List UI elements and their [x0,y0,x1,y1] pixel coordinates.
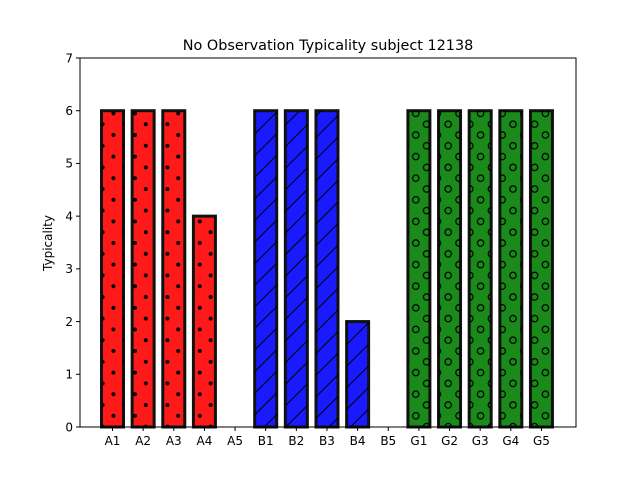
y-axis-label: Typicality [41,215,55,272]
bar-hatch-A2 [132,110,155,427]
bar-hatch-G3 [469,110,492,427]
x-tick-label: G1 [410,434,427,448]
bar-hatch-G4 [499,110,522,427]
x-tick-label: G5 [533,434,550,448]
x-tick-label: B3 [319,434,335,448]
x-tick-label: A1 [105,434,121,448]
bar-hatch-G1 [407,110,430,427]
x-tick-label: G3 [472,434,489,448]
x-tick-label: A4 [196,434,212,448]
y-ticks: 0 1 2 3 4 5 6 7 [65,51,80,434]
bar-hatch-B4 [346,321,369,427]
bar-hatch-A1 [101,110,124,427]
x-tick-label: G4 [502,434,519,448]
x-tick-label: B5 [380,434,396,448]
bar-hatch-G5 [530,110,553,427]
x-tick-label: A2 [135,434,151,448]
y-tick-label: 7 [65,51,73,65]
x-tick-label: A3 [166,434,182,448]
x-tick-label: B4 [350,434,366,448]
chart-title: No Observation Typicality subject 12138 [183,38,474,54]
y-tick-label: 1 [65,368,73,382]
bar-hatch-A3 [162,110,185,427]
y-tick-label: 4 [65,209,73,223]
y-tick-label: 5 [65,157,73,171]
plot-frame [79,57,577,428]
bar-hatch-B3 [315,110,338,427]
y-tick-label: 6 [65,104,73,118]
x-tick-label: B1 [258,434,274,448]
bar-hatch-B1 [254,110,277,427]
x-tick-label: B2 [288,434,304,448]
y-tick-label: 0 [65,420,73,434]
bar-hatch-A4 [193,216,216,427]
bar-hatch-B2 [285,110,308,427]
x-tick-label: G2 [441,434,458,448]
y-tick-label: 2 [65,315,73,329]
x-ticks: A1 A2 A3 A4 A5 B1 B2 B3 B4 B5 G1 G2 G3 G4 G5 [105,427,550,448]
x-tick-label: A5 [227,434,243,448]
bars-layer [100,109,554,429]
bar-hatch-G2 [438,110,461,427]
y-tick-label: 3 [65,262,73,276]
